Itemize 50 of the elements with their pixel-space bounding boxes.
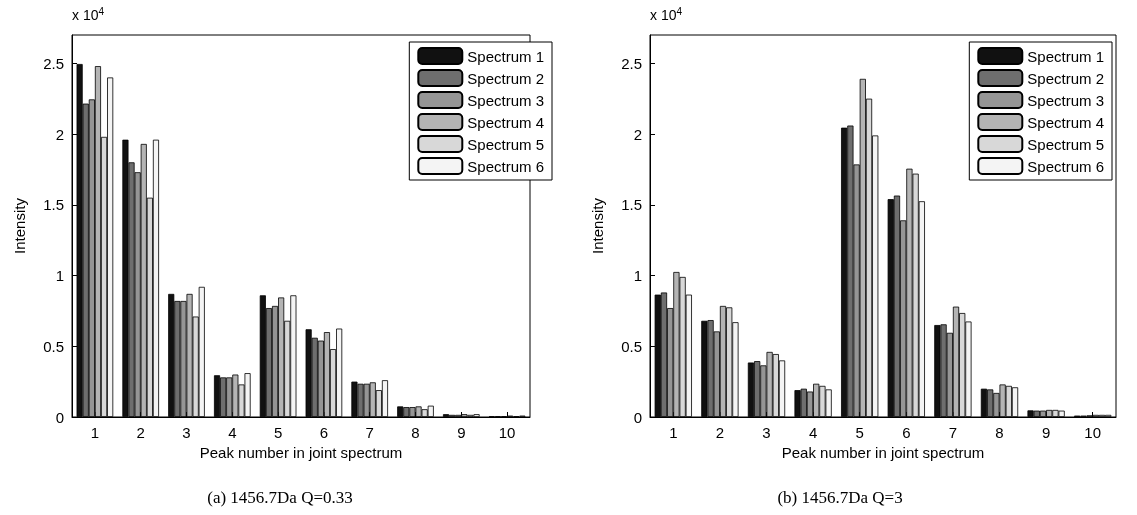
- x-tick-label: 2: [715, 424, 725, 441]
- x-tick-label: 8: [411, 424, 420, 441]
- y-tick-label: 1: [633, 267, 642, 285]
- x-tick-label: 10: [1084, 424, 1102, 441]
- x-tick-label: 1: [90, 424, 100, 441]
- legend-label: Spectrum 2: [467, 69, 544, 87]
- x-axis-title: Peak number in joint spectrum: [199, 444, 403, 461]
- y-tick-label: 0: [633, 408, 642, 426]
- legend-label: Spectrum 5: [467, 135, 544, 153]
- x-tick-label: 10: [498, 424, 516, 441]
- x-tick-label: 4: [808, 424, 818, 441]
- y-tick-label: 0.5: [43, 337, 64, 355]
- y-tick-label: 2.5: [43, 54, 64, 72]
- x-tick-label: 2: [136, 424, 145, 441]
- legend-label: Spectrum 3: [467, 91, 544, 109]
- y-tick-label: 1: [55, 267, 64, 285]
- legend-label: Spectrum 3: [1027, 91, 1104, 109]
- legend-label: Spectrum 2: [1027, 69, 1104, 87]
- legend-label: Spectrum 6: [1027, 157, 1104, 175]
- x-tick-label: 9: [457, 424, 466, 441]
- y-axis-title: Intensity: [11, 197, 28, 254]
- x-tick-label: 5: [273, 424, 283, 441]
- x-tick-label: 3: [182, 424, 191, 441]
- text: (a) 1456.7Da Q=0.33: [207, 488, 353, 507]
- x-tick-label: 7: [948, 424, 958, 441]
- legend-label: Spectrum 6: [467, 157, 544, 175]
- y-tick-label: 1.5: [621, 196, 642, 214]
- x-tick-label: 3: [762, 424, 771, 441]
- x-tick-label: 8: [995, 424, 1004, 441]
- x-tick-label: 1: [669, 424, 678, 441]
- x-tick-label: 4: [228, 424, 237, 441]
- y-tick-label: 2.5: [621, 54, 642, 72]
- legend-label: Spectrum 4: [1027, 113, 1104, 131]
- legend-label: Spectrum 5: [1027, 135, 1104, 153]
- legend-label: Spectrum 1: [1027, 47, 1104, 65]
- y-tick-label: 0: [55, 408, 64, 426]
- x-tick-label: 5: [855, 424, 864, 441]
- y-tick-label: 0.5: [621, 337, 642, 355]
- x-tick-label: 6: [319, 424, 329, 441]
- x-axis-title: Peak number in joint spectrum: [781, 444, 985, 461]
- y-tick-label: 2: [55, 125, 64, 143]
- text: (b) 1456.7Da Q=3: [777, 488, 903, 507]
- y-axis-title: Intensity: [589, 197, 606, 254]
- legend-label: Spectrum 1: [467, 47, 544, 65]
- x-tick-label: 7: [365, 424, 374, 441]
- y-tick-label: 1.5: [43, 196, 64, 214]
- x-tick-label: 9: [1041, 424, 1051, 441]
- x-tick-label: 6: [902, 424, 911, 441]
- y-tick-label: 2: [633, 125, 642, 143]
- legend-label: Spectrum 4: [467, 113, 544, 131]
